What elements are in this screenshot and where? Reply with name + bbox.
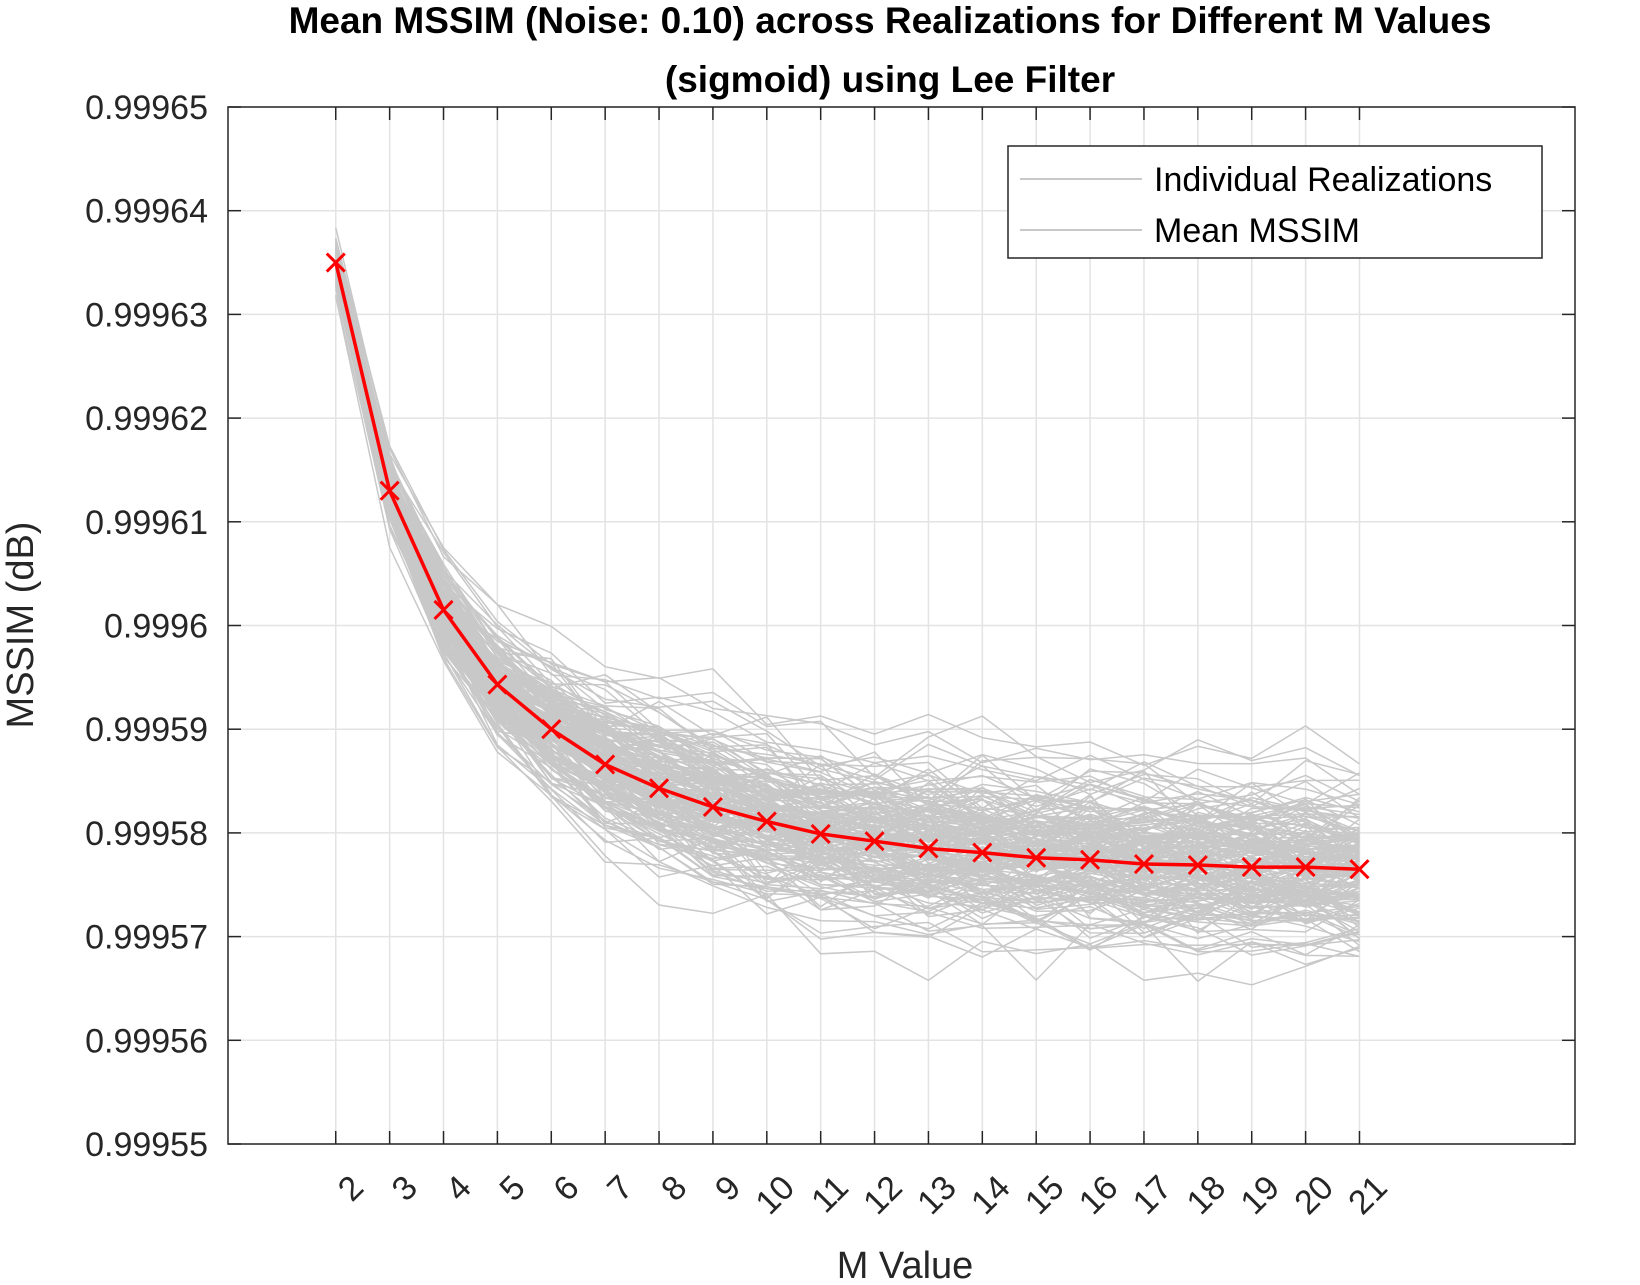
realization-line [335,269,1360,940]
realization-line [335,243,1360,845]
legend: Individual Realizations Mean MSSIM [1007,145,1543,259]
mean-mssim-marker [1349,859,1370,880]
realization-line [335,296,1360,986]
realization-line [335,239,1360,796]
realization-line [335,288,1360,983]
mean-mssim-marker [864,831,885,852]
y-tick-label: 0.99965 [85,89,208,127]
chart-title-line-1: Mean MSSIM (Noise: 0.10) across Realizat… [289,0,1492,41]
realization-line [335,285,1360,939]
realization-line [335,250,1360,841]
realization-line [335,262,1360,902]
y-tick-label: 0.9996 [104,608,208,646]
realization-line [335,280,1360,952]
realization-line [335,275,1360,956]
mean-mssim-marker [595,754,616,775]
mean-mssim-marker [702,796,723,818]
x-axis-label: M Value [837,1245,974,1285]
legend-entry-mean: Mean MSSIM [1154,212,1360,250]
mean-mssim-marker [972,842,993,863]
y-tick-label: 0.99961 [85,504,208,542]
realization-line [335,275,1360,933]
mean-mssim-marker [1295,857,1316,878]
realization-line [335,251,1360,879]
y-axis-label: MSSIM (dB) [0,522,42,729]
legend-entry-realizations: Individual Realizations [1154,161,1492,199]
mean-mssim-marker [1026,847,1047,868]
realization-line [335,254,1360,845]
realization-line [335,275,1360,956]
realization-line [335,238,1360,784]
y-tick-label: 0.99955 [85,1126,208,1164]
mean-mssim-marker [918,838,939,859]
y-tick-label: 0.99963 [85,296,208,334]
mean-mssim-marker [810,823,831,844]
realization-line [335,243,1360,825]
realization-line [335,249,1360,807]
realization-line [335,264,1360,878]
grid-lines [228,106,1575,1145]
individual-realizations [335,227,1361,986]
realization-line [335,254,1360,840]
realization-line [335,271,1360,921]
mean-mssim-marker [325,252,346,273]
y-tick-label: 0.99957 [85,919,208,957]
realization-line [335,253,1360,905]
chart-title-line-2: (sigmoid) using Lee Filter [665,59,1115,100]
realization-line [335,294,1360,982]
realization-line [335,227,1360,767]
y-tick-label: 0.99959 [85,711,208,749]
realization-line [335,263,1360,940]
mean-mssim-marker [1241,857,1262,878]
realization-line [335,274,1360,884]
mean-mssim-series [325,252,1370,880]
realization-line [335,255,1360,924]
mean-mssim-marker [541,719,562,740]
mean-mssim-marker [433,599,454,621]
realization-line [335,258,1360,854]
mean-mssim-marker [379,480,400,501]
mean-mssim-marker [1133,853,1155,875]
mean-mssim-marker [756,811,777,832]
mean-mssim-marker [648,778,670,799]
mean-mssim-marker [487,674,508,695]
mean-mssim-marker [1187,854,1208,876]
realization-line [335,261,1361,849]
legend-box [1007,145,1543,259]
mean-mssim-marker [1080,849,1101,870]
y-tick-label: 0.99964 [85,193,208,231]
realization-line [335,259,1360,872]
y-tick-label: 0.99956 [85,1022,208,1060]
y-axis-ticks: 0.99955 0.99956 0.99957 0.99958 0.99959 0.999… [85,89,1575,1164]
y-tick-label: 0.99962 [85,400,208,438]
realization-line [335,255,1360,863]
y-tick-label: 0.99958 [85,815,208,853]
